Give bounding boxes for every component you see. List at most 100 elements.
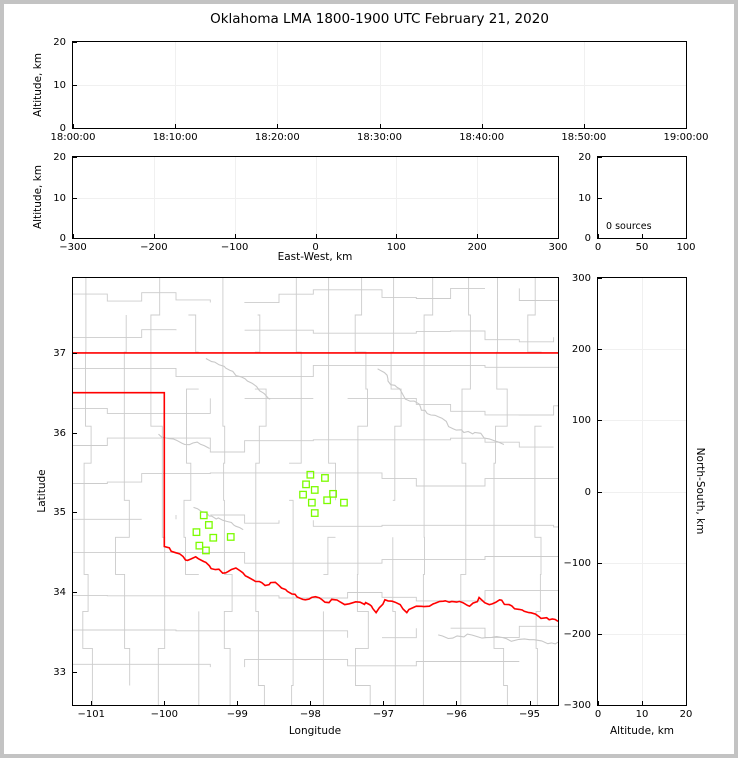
x-tick-label: 100 — [386, 242, 406, 253]
axis-label-altitude-e: Altitude, km — [609, 725, 675, 737]
y-tick-mark — [73, 512, 77, 514]
y-tick-mark — [598, 562, 602, 564]
gridline-horizontal — [598, 420, 686, 422]
y-tick-mark — [73, 238, 77, 239]
source-marker — [195, 541, 204, 550]
county-boundaries — [73, 278, 558, 705]
x-tick-mark — [234, 234, 236, 238]
y-tick-mark — [73, 432, 77, 434]
source-marker — [199, 511, 208, 520]
x-tick-mark — [583, 124, 585, 128]
lightning-source-markers — [192, 470, 348, 555]
plot-title: Oklahoma LMA 1800-1900 UTC February 21, … — [210, 11, 549, 27]
source-marker — [310, 486, 319, 494]
state-border — [73, 352, 558, 623]
x-tick-mark — [153, 234, 155, 238]
river-lines — [158, 358, 558, 645]
y-tick-mark — [73, 42, 77, 43]
x-tick-label: 50 — [635, 242, 649, 253]
y-tick-mark — [598, 238, 602, 239]
y-tick-label: 200 — [571, 344, 591, 356]
source-marker — [321, 474, 329, 482]
y-tick-label: 35 — [53, 507, 66, 519]
source-marker — [306, 470, 315, 479]
altitude-vs-time-panel — [72, 41, 687, 129]
x-tick-label: −101 — [77, 709, 105, 720]
source-marker — [307, 498, 316, 507]
x-tick-label: 100 — [676, 242, 696, 253]
axis-label-altitude-b: Altitude, km — [32, 164, 44, 230]
x-tick-mark — [686, 234, 687, 238]
x-tick-mark — [383, 701, 385, 705]
x-tick-label: −200 — [140, 242, 168, 253]
source-marker — [226, 533, 235, 541]
y-tick-mark — [598, 491, 602, 493]
x-tick-label: 18:20:00 — [254, 132, 300, 143]
y-tick-mark — [598, 420, 602, 422]
y-tick-label: 0 — [584, 486, 591, 498]
x-tick-label: 18:10:00 — [152, 132, 198, 143]
y-tick-mark — [73, 197, 77, 199]
x-tick-mark — [73, 234, 74, 238]
x-tick-mark — [642, 234, 643, 238]
source-marker — [310, 509, 319, 517]
altitude-vs-eastwest-panel — [72, 156, 559, 239]
y-tick-mark — [598, 278, 602, 279]
source-marker — [299, 490, 307, 499]
x-tick-label: 18:40:00 — [459, 132, 505, 143]
x-tick-mark — [477, 234, 479, 238]
river-line — [377, 368, 505, 446]
x-tick-label: 10 — [635, 709, 649, 720]
x-tick-label: 18:00:00 — [50, 132, 96, 143]
y-tick-label: −200 — [563, 628, 591, 640]
source-count-label: 0 sources — [606, 221, 652, 232]
northsouth-vs-altitude-panel — [597, 277, 687, 706]
x-tick-mark — [456, 701, 458, 705]
source-marker — [340, 498, 348, 507]
x-tick-mark — [237, 701, 239, 705]
x-tick-mark — [315, 234, 317, 238]
x-tick-label: 0 — [312, 242, 319, 253]
gridline-horizontal — [598, 562, 686, 564]
y-tick-label: −300 — [563, 700, 591, 711]
x-tick-mark — [277, 124, 279, 128]
x-tick-mark — [481, 124, 483, 128]
x-tick-label: 0 — [594, 242, 602, 253]
source-count-panel: 0 sources — [597, 156, 687, 239]
y-tick-label: −100 — [563, 557, 591, 569]
x-tick-label: −100 — [220, 242, 249, 253]
source-marker — [202, 546, 210, 555]
x-tick-mark — [310, 701, 312, 705]
y-tick-mark — [73, 591, 77, 593]
axis-label-eastwest: East-West, km — [277, 251, 353, 263]
texas-border-red-river-line — [73, 391, 558, 623]
y-tick-label: 300 — [571, 273, 591, 284]
river-line — [205, 358, 271, 400]
y-tick-mark — [73, 671, 77, 673]
y-tick-mark — [73, 352, 77, 354]
x-tick-label: 300 — [548, 242, 568, 253]
y-tick-label: 20 — [53, 37, 66, 48]
river-line — [158, 433, 210, 449]
axis-label-longitude: Longitude — [288, 725, 342, 737]
y-tick-label: 0 — [584, 233, 591, 244]
x-tick-label: −300 — [59, 242, 87, 253]
plan-view-map-panel — [72, 277, 559, 706]
x-tick-mark — [558, 234, 559, 238]
y-tick-mark — [598, 705, 602, 706]
x-tick-label: −98 — [299, 709, 321, 720]
source-marker — [329, 489, 337, 498]
x-tick-label: −96 — [445, 709, 468, 720]
y-tick-label: 20 — [578, 152, 591, 163]
x-tick-mark — [91, 701, 93, 705]
x-tick-label: 18:30:00 — [357, 132, 402, 143]
x-tick-mark — [73, 124, 74, 128]
river-line — [438, 633, 558, 645]
y-tick-label: 33 — [53, 666, 66, 678]
gridline-horizontal — [598, 349, 686, 351]
y-tick-mark — [73, 157, 77, 158]
y-tick-label: 37 — [53, 347, 66, 359]
x-tick-label: 20 — [679, 709, 693, 720]
y-tick-mark — [73, 85, 77, 86]
